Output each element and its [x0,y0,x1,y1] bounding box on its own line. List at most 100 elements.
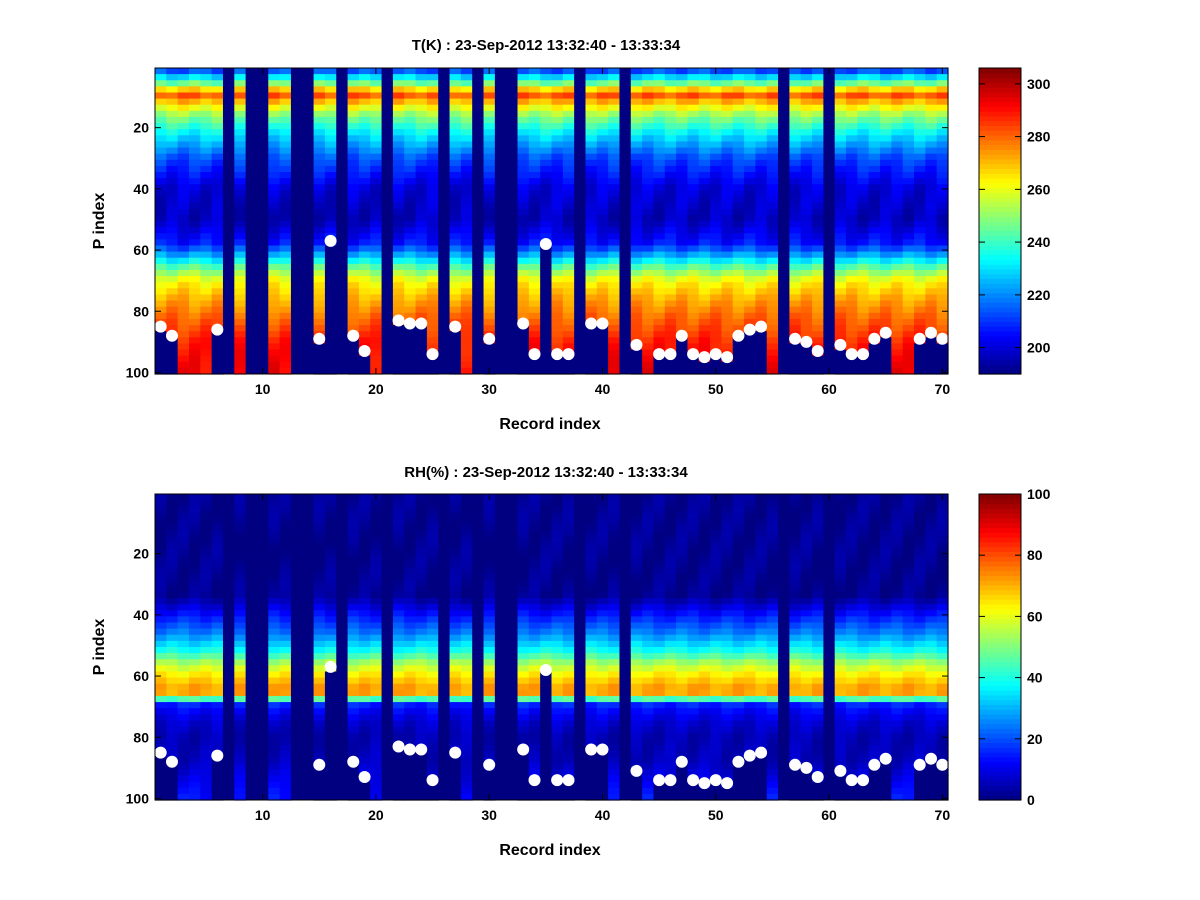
humidity-heatmap-cell [392,555,405,562]
humidity-record-column [268,494,281,801]
humidity-heatmap-cell [415,757,428,764]
temperature-heatmap-cell [551,325,564,332]
temperature-heatmap-cell [834,172,847,179]
temperature-heatmap-cell [392,141,405,149]
humidity-heatmap-cell [687,561,700,569]
humidity-heatmap-cell [721,793,734,801]
humidity-heatmap-cell [608,585,621,593]
humidity-heatmap-cell [324,536,337,544]
temperature-heatmap-cell [698,325,711,332]
temperature-y-tick-label: 60 [133,242,149,258]
temperature-heatmap-cell [800,98,813,106]
humidity-heatmap-cell [653,659,666,666]
temperature-heatmap-cell [426,104,439,112]
temperature-heatmap-cell [449,312,462,320]
humidity-record-column [415,494,428,801]
temperature-heatmap-cell [698,269,711,277]
temperature-heatmap-cell [449,282,462,289]
temperature-heatmap-cell [200,159,213,167]
temperature-record-column [200,68,213,375]
temperature-heatmap-cell [177,159,190,167]
temperature-heatmap-cell [268,367,281,375]
humidity-heatmap-cell [528,573,541,581]
humidity-heatmap-cell [585,622,598,630]
humidity-heatmap-cell [642,518,655,526]
humidity-heatmap-cell [392,793,405,801]
temperature-heatmap-cell [812,98,824,106]
temperature-heatmap-cell [902,86,915,94]
temperature-heatmap-cell [755,214,768,222]
humidity-heatmap-cell [460,634,473,642]
humidity-heatmap-cell [166,677,179,685]
temperature-heatmap-cell [676,263,689,271]
humidity-heatmap-cell [234,640,247,648]
temperature-heatmap-cell [732,104,745,112]
humidity-heatmap-cell [460,530,473,538]
humidity-heatmap-cell [698,683,711,691]
temperature-heatmap-cell [528,257,541,265]
temperature-missing-record [245,68,258,374]
temperature-heatmap-cell [279,202,292,210]
temperature-heatmap-cell [347,129,360,136]
temperature-heatmap-cell [177,74,190,81]
humidity-heatmap-cell [528,647,541,654]
temperature-heatmap-cell [517,269,530,277]
temperature-heatmap-cell [517,294,530,302]
humidity-heatmap-cell [279,714,292,722]
humidity-heatmap-cell [426,591,439,599]
humidity-heatmap-cell [155,720,167,728]
temperature-heatmap-cell [732,110,745,118]
humidity-heatmap-cell [313,530,326,538]
humidity-heatmap-cell [596,634,609,642]
humidity-heatmap-cell [426,720,439,728]
humidity-heatmap-cell [698,542,711,550]
humidity-heatmap-cell [155,579,167,587]
humidity-heatmap-cell [585,732,598,740]
temperature-heatmap-cell [426,172,439,179]
temperature-heatmap-cell [687,208,700,216]
temperature-heatmap-cell [279,233,292,240]
humidity-heatmap-cell [449,610,462,617]
humidity-heatmap-cell [596,616,609,624]
humidity-heatmap-cell [664,726,677,734]
temperature-heatmap-cell [868,172,881,179]
temperature-heatmap-cell [415,86,428,94]
temperature-heatmap-cell [313,257,326,265]
humidity-heatmap-cell [370,647,383,654]
temperature-heatmap-cell [880,110,892,118]
humidity-heatmap-cell [313,512,326,520]
temperature-heatmap-cell [324,165,337,173]
temperature-record-column [676,68,689,375]
temperature-heatmap-cell [925,123,938,130]
temperature-heatmap-cell [642,282,655,289]
temperature-heatmap-cell [755,276,768,283]
humidity-heatmap-cell [642,585,655,593]
temperature-heatmap-cell [642,147,655,155]
humidity-heatmap-cell [721,757,734,764]
humidity-heatmap-cell [426,665,439,673]
humidity-heatmap-cell [155,616,167,624]
temperature-heatmap-cell [313,202,326,210]
humidity-heatmap-cell [449,585,462,593]
temperature-heatmap-cell [528,184,541,191]
temperature-heatmap-cell [653,263,666,271]
humidity-heatmap-cell [630,561,643,569]
humidity-heatmap-cell [392,787,405,795]
humidity-heatmap-cell [528,714,541,722]
humidity-heatmap-cell [370,708,383,715]
humidity-heatmap-cell [721,640,734,648]
temperature-record-column [891,68,904,375]
temperature-heatmap-cell [721,245,734,253]
humidity-heatmap-cell [630,628,643,636]
humidity-heatmap-cell [540,732,553,740]
temperature-heatmap-cell [902,202,915,210]
temperature-y-tick-label: 100 [126,364,150,380]
humidity-heatmap-cell [347,689,360,697]
temperature-heatmap-cell [664,116,677,124]
temperature-heatmap-cell [540,196,553,204]
temperature-heatmap-cell [868,110,881,118]
temperature-heatmap-cell [732,233,745,240]
humidity-heatmap-cell [642,500,655,507]
temperature-heatmap-cell [188,288,201,296]
humidity-heatmap-cell [234,665,247,673]
